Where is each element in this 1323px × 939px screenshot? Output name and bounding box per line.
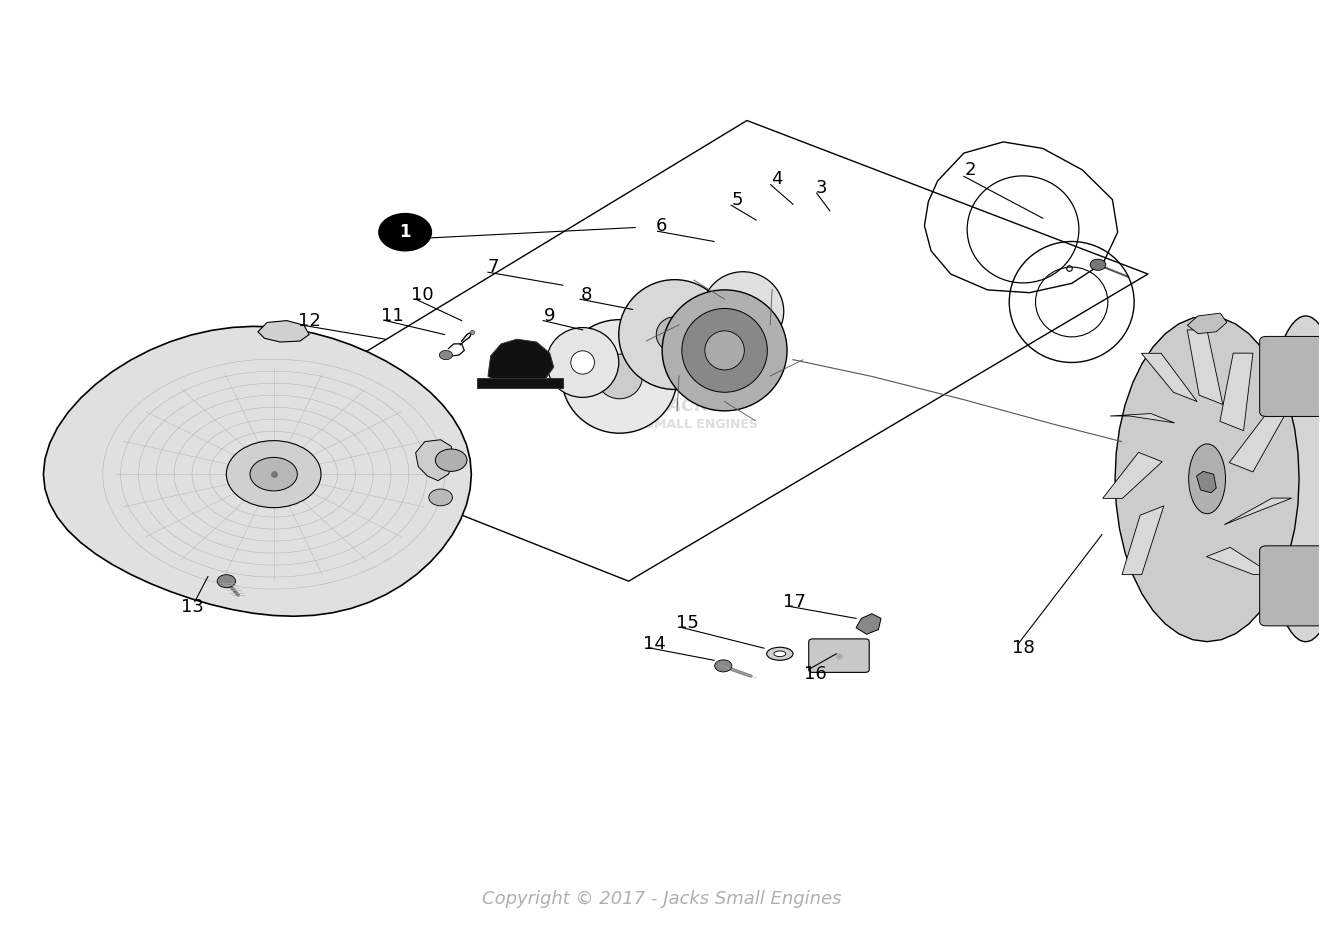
Text: 4: 4 bbox=[771, 170, 783, 188]
Text: 10: 10 bbox=[411, 285, 434, 303]
Text: SMALL ENGINES: SMALL ENGINES bbox=[644, 419, 757, 431]
Polygon shape bbox=[258, 320, 310, 342]
Ellipse shape bbox=[656, 316, 693, 352]
Ellipse shape bbox=[1090, 259, 1106, 270]
Ellipse shape bbox=[250, 457, 298, 491]
Text: 16: 16 bbox=[804, 665, 827, 684]
Polygon shape bbox=[1207, 547, 1273, 575]
Ellipse shape bbox=[570, 351, 594, 374]
Text: 14: 14 bbox=[643, 636, 667, 654]
FancyBboxPatch shape bbox=[808, 639, 869, 672]
Text: 13: 13 bbox=[181, 598, 204, 616]
Circle shape bbox=[378, 213, 431, 251]
Text: 5: 5 bbox=[732, 191, 744, 208]
Text: JACKS®: JACKS® bbox=[662, 397, 740, 415]
Text: 15: 15 bbox=[676, 614, 700, 632]
Polygon shape bbox=[1110, 413, 1175, 423]
Ellipse shape bbox=[705, 331, 745, 370]
Ellipse shape bbox=[1188, 444, 1225, 514]
Text: 8: 8 bbox=[581, 285, 593, 303]
Ellipse shape bbox=[703, 271, 783, 351]
Text: 18: 18 bbox=[1012, 639, 1035, 657]
Polygon shape bbox=[856, 614, 881, 634]
Ellipse shape bbox=[714, 660, 732, 672]
Ellipse shape bbox=[730, 299, 757, 324]
Ellipse shape bbox=[766, 647, 792, 660]
Polygon shape bbox=[1142, 353, 1197, 402]
Text: 17: 17 bbox=[783, 593, 806, 610]
FancyBboxPatch shape bbox=[1259, 546, 1323, 626]
Text: 9: 9 bbox=[544, 307, 556, 325]
Text: 3: 3 bbox=[816, 178, 828, 196]
Polygon shape bbox=[478, 378, 562, 388]
Ellipse shape bbox=[597, 354, 643, 399]
Text: 12: 12 bbox=[298, 312, 320, 330]
Ellipse shape bbox=[1263, 316, 1323, 641]
Ellipse shape bbox=[561, 319, 677, 433]
Ellipse shape bbox=[546, 328, 619, 397]
Ellipse shape bbox=[681, 309, 767, 393]
Polygon shape bbox=[1229, 416, 1285, 472]
Ellipse shape bbox=[619, 280, 730, 390]
Polygon shape bbox=[1196, 471, 1216, 493]
Ellipse shape bbox=[662, 290, 787, 411]
Polygon shape bbox=[1220, 353, 1253, 431]
Text: 11: 11 bbox=[381, 307, 404, 325]
Text: 7: 7 bbox=[487, 257, 499, 276]
FancyBboxPatch shape bbox=[1259, 336, 1323, 417]
Polygon shape bbox=[1115, 316, 1299, 641]
Circle shape bbox=[435, 449, 467, 471]
Circle shape bbox=[439, 350, 452, 360]
Polygon shape bbox=[1187, 313, 1226, 333]
Polygon shape bbox=[1102, 453, 1162, 499]
Ellipse shape bbox=[217, 575, 235, 588]
Polygon shape bbox=[1187, 330, 1222, 405]
Text: 1: 1 bbox=[400, 223, 411, 241]
Polygon shape bbox=[488, 339, 554, 384]
Text: 2: 2 bbox=[964, 161, 976, 178]
Ellipse shape bbox=[226, 440, 321, 508]
Polygon shape bbox=[1224, 498, 1291, 525]
Polygon shape bbox=[415, 439, 454, 481]
Ellipse shape bbox=[774, 651, 786, 656]
Polygon shape bbox=[44, 327, 471, 616]
Circle shape bbox=[429, 489, 452, 506]
Text: Copyright © 2017 - Jacks Small Engines: Copyright © 2017 - Jacks Small Engines bbox=[482, 890, 841, 908]
Text: 6: 6 bbox=[656, 217, 667, 235]
Polygon shape bbox=[1122, 506, 1164, 575]
